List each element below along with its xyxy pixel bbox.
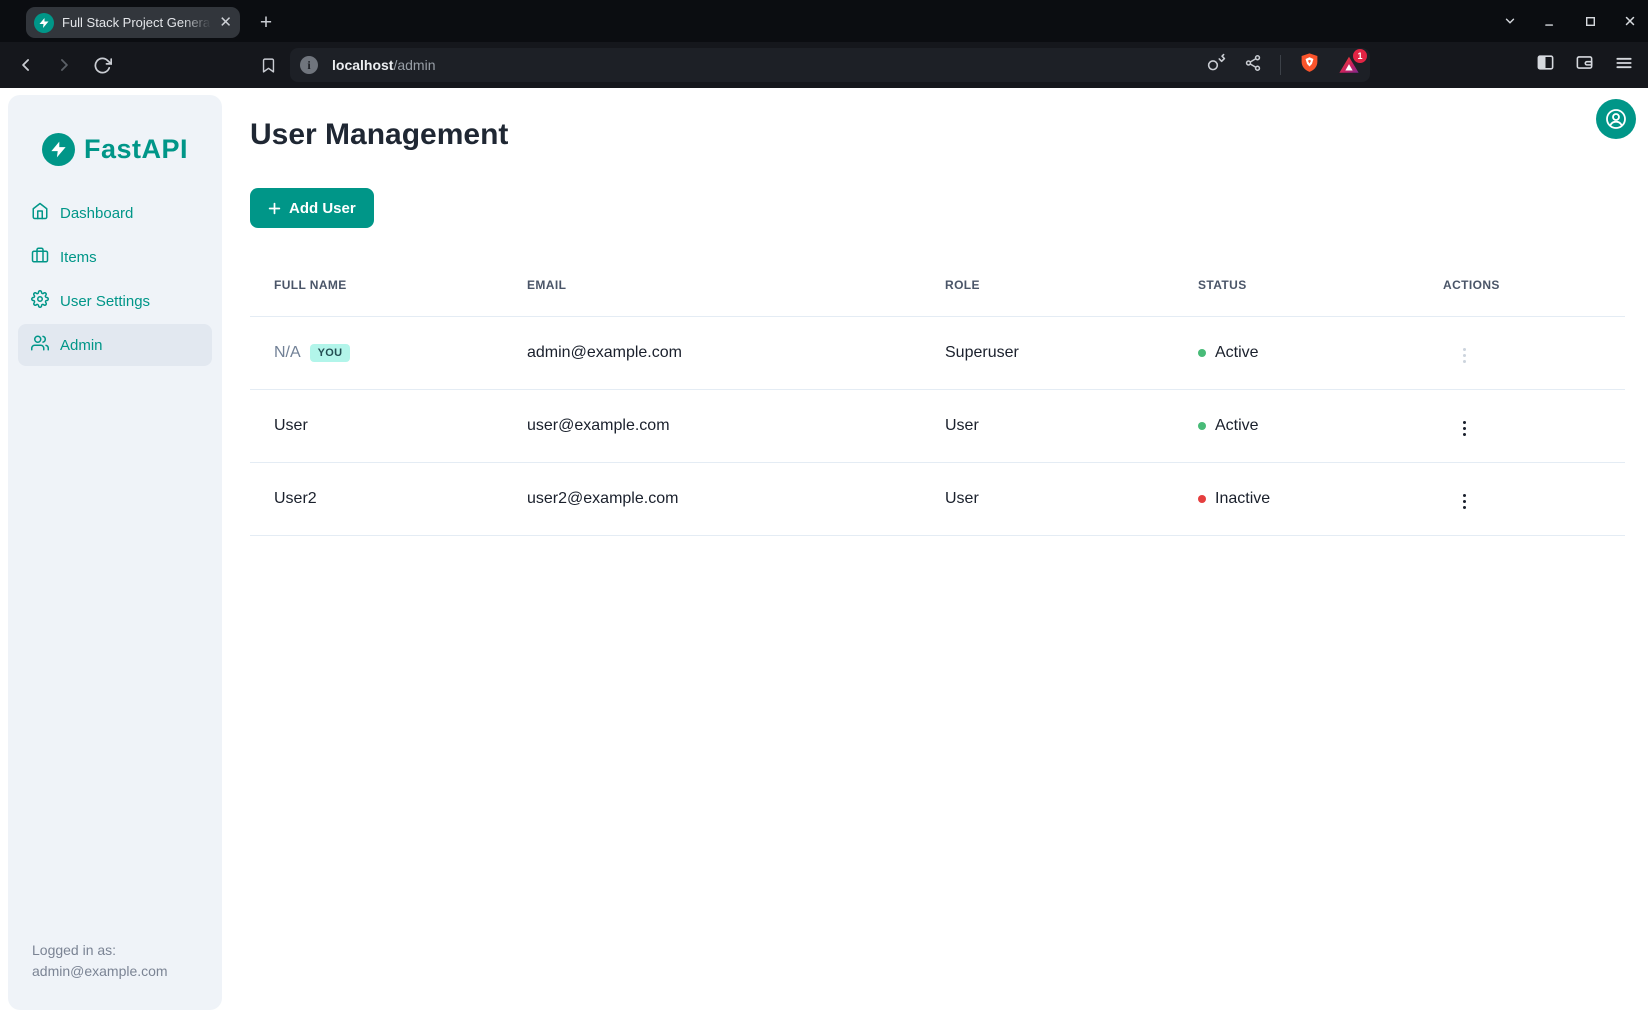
column-header-role: ROLE xyxy=(921,278,1174,317)
new-tab-button[interactable]: + xyxy=(259,11,273,34)
column-header-status: STATUS xyxy=(1174,278,1419,317)
browser-tab[interactable]: Full Stack Project Genera ✕ xyxy=(26,7,240,38)
status-dot-active xyxy=(1198,349,1206,357)
sidebar-item-dashboard[interactable]: Dashboard xyxy=(18,192,212,234)
add-user-button[interactable]: Add User xyxy=(250,188,374,228)
row-actions-kebab-icon xyxy=(1457,342,1472,369)
user-menu-avatar-button[interactable] xyxy=(1596,99,1636,139)
gear-icon xyxy=(31,290,49,312)
brave-rewards-icon[interactable]: 1 xyxy=(1338,49,1367,76)
fastapi-logo[interactable]: FastAPI xyxy=(8,133,222,166)
main-content: User Management Add User FULL NAME EMAIL… xyxy=(250,88,1625,1025)
fastapi-logo-text: FastAPI xyxy=(83,134,189,164)
logged-in-as: Logged in as: admin@example.com xyxy=(32,940,168,982)
email-cell: admin@example.com xyxy=(503,316,921,390)
sidebar-nav: Dashboard Items User Settings Admin xyxy=(8,192,222,366)
back-icon[interactable] xyxy=(14,53,38,77)
forward-icon[interactable] xyxy=(52,53,76,77)
status-label: Active xyxy=(1215,417,1259,434)
role-cell: User xyxy=(921,462,1174,536)
table-row: User2 user2@example.com User Inactive xyxy=(250,462,1625,536)
sidebar-item-label: Admin xyxy=(60,336,103,354)
role-cell: Superuser xyxy=(921,316,1174,390)
bookmark-icon[interactable] xyxy=(256,53,280,77)
tab-search-chevron-icon[interactable] xyxy=(1502,13,1518,29)
reload-icon[interactable] xyxy=(90,53,114,77)
url-host: localhost xyxy=(332,57,394,73)
sidebar-item-label: Items xyxy=(60,248,97,266)
status-cell: Active xyxy=(1174,389,1419,463)
status-label: Active xyxy=(1215,344,1259,361)
page-title: User Management xyxy=(250,118,509,151)
passwords-key-icon[interactable] xyxy=(1207,53,1226,77)
full-name-cell: N/A YOU xyxy=(250,316,503,390)
brave-shield-icon[interactable] xyxy=(1299,52,1320,78)
logged-in-as-email: admin@example.com xyxy=(32,963,168,979)
column-header-actions: ACTIONS xyxy=(1419,278,1625,317)
browser-tab-strip: Full Stack Project Genera ✕ + xyxy=(0,0,1648,42)
actions-cell xyxy=(1419,389,1625,463)
email-cell: user@example.com xyxy=(503,389,921,463)
tab-title: Full Stack Project Genera xyxy=(62,15,211,30)
actions-cell xyxy=(1419,316,1625,390)
you-badge: YOU xyxy=(309,344,351,362)
sidebar-item-label: User Settings xyxy=(60,292,151,310)
address-bar[interactable]: i localhost/admin 1 xyxy=(290,48,1370,82)
close-tab-icon[interactable]: ✕ xyxy=(219,14,232,31)
actions-cell xyxy=(1419,462,1625,536)
row-actions-kebab-icon[interactable] xyxy=(1457,415,1472,442)
users-table: FULL NAME EMAIL ROLE STATUS ACTIONS N/A Y… xyxy=(250,278,1625,536)
email-cell: user2@example.com xyxy=(503,462,921,536)
share-icon[interactable] xyxy=(1244,54,1262,77)
close-window-icon[interactable] xyxy=(1622,13,1638,29)
column-header-full-name: FULL NAME xyxy=(250,278,503,317)
browser-toolbar: i localhost/admin 1 xyxy=(0,42,1648,88)
app-content: FastAPI Dashboard Items User Settings xyxy=(0,88,1648,1025)
logged-in-as-label: Logged in as: xyxy=(32,942,117,958)
rewards-badge-count: 1 xyxy=(1353,49,1367,63)
table-row: N/A YOU admin@example.com Superuser Activ… xyxy=(250,316,1625,390)
full-name-value: N/A xyxy=(274,344,301,361)
add-user-button-label: Add User xyxy=(289,199,356,217)
sidebar-item-label: Dashboard xyxy=(60,204,134,222)
url-text[interactable]: localhost/admin xyxy=(332,57,1207,73)
fastapi-logo-lightning-icon xyxy=(41,133,75,166)
wallet-icon[interactable] xyxy=(1575,53,1594,77)
site-info-icon[interactable]: i xyxy=(300,56,318,74)
toolbar-separator xyxy=(1280,55,1281,75)
sidebar: FastAPI Dashboard Items User Settings xyxy=(8,95,222,1010)
sidebar-item-admin[interactable]: Admin xyxy=(18,324,212,366)
full-name-cell: User xyxy=(250,389,503,463)
column-header-email: EMAIL xyxy=(503,278,921,317)
full-name-cell: User2 xyxy=(250,462,503,536)
table-header-row: FULL NAME EMAIL ROLE STATUS ACTIONS xyxy=(250,278,1625,317)
row-actions-kebab-icon[interactable] xyxy=(1457,488,1472,515)
briefcase-icon xyxy=(31,246,49,268)
sidebar-item-user-settings[interactable]: User Settings xyxy=(18,280,212,322)
status-cell: Inactive xyxy=(1174,462,1419,536)
url-path: /admin xyxy=(393,57,436,73)
status-dot-inactive xyxy=(1198,495,1206,503)
table-row: User user@example.com User Active xyxy=(250,389,1625,463)
side-panel-icon[interactable] xyxy=(1536,53,1555,77)
maximize-window-icon[interactable] xyxy=(1582,13,1598,29)
sidebar-item-items[interactable]: Items xyxy=(18,236,212,278)
status-label: Inactive xyxy=(1215,490,1271,507)
menu-hamburger-icon[interactable] xyxy=(1614,53,1634,78)
minimize-window-icon[interactable] xyxy=(1542,13,1558,29)
plus-icon xyxy=(268,202,281,214)
role-cell: User xyxy=(921,389,1174,463)
home-icon xyxy=(31,202,49,224)
status-cell: Active xyxy=(1174,316,1419,390)
status-dot-active xyxy=(1198,422,1206,430)
users-icon xyxy=(31,334,49,356)
fastapi-favicon-lightning-icon xyxy=(34,12,54,33)
